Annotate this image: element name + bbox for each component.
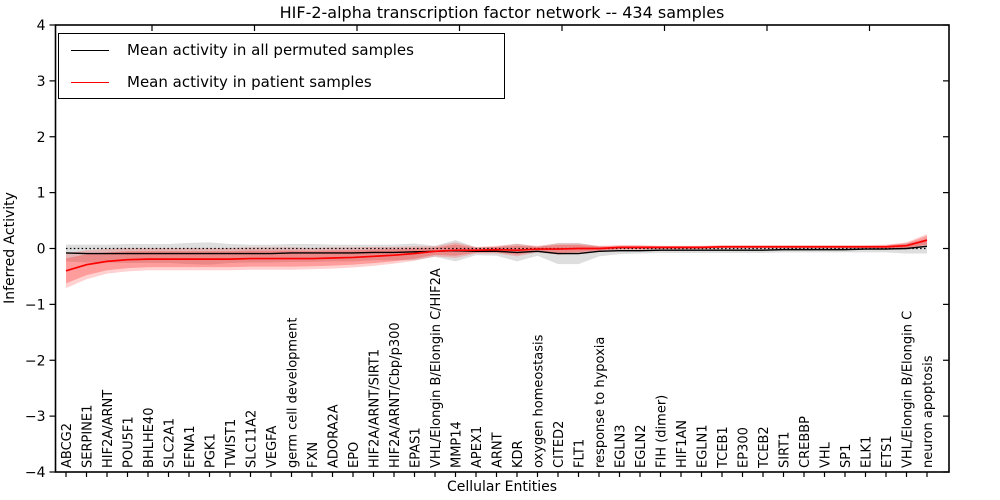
x-category-label: EFNA1 [183, 425, 198, 468]
y-tick-label: 2 [37, 130, 46, 146]
x-category-label: EPAS1 [409, 427, 424, 468]
y-tick-label: 0 [37, 242, 46, 258]
x-category-label: HIF2A/ARNT [101, 390, 116, 468]
legend: Mean activity in all permuted samples Me… [58, 33, 505, 99]
x-category-label: FIH (dimer) [655, 395, 670, 468]
x-category-label: ETS1 [880, 435, 895, 468]
x-category-label: neuron apoptosis [921, 355, 936, 468]
x-category-label: CITED2 [552, 421, 567, 468]
x-category-label: CREBBP [798, 416, 813, 468]
x-category-label: HIF1AN [675, 420, 690, 468]
x-category-label: response to hypoxia [593, 337, 608, 468]
x-category-label: VHL/Elongin B/Elongin C/HIF2A [429, 268, 444, 468]
legend-label-patient: Mean activity in patient samples [127, 73, 372, 91]
x-category-label: VHL [819, 441, 834, 468]
x-category-label: ELK1 [860, 436, 875, 468]
x-category-label: oxygen homeostasis [532, 334, 547, 468]
x-category-label: VEGFA [265, 426, 280, 468]
y-tick-label: 1 [37, 186, 46, 202]
y-axis-title: Inferred Activity [2, 192, 18, 304]
legend-line-black-icon [71, 49, 109, 51]
x-category-label: EGLN1 [696, 424, 711, 468]
y-tick-label: −2 [25, 353, 46, 369]
x-category-label: EGLN2 [634, 424, 649, 468]
x-category-label: KDR [511, 440, 526, 468]
x-category-label: FXN [306, 442, 321, 468]
x-category-label: germ cell development [286, 318, 301, 468]
x-category-label: ARNT [491, 432, 506, 468]
x-category-label: SP1 [839, 444, 854, 468]
y-tick-label: −3 [25, 409, 46, 425]
x-category-label: EP300 [737, 427, 752, 468]
x-category-label: TWIST1 [224, 419, 239, 469]
patient-mean-line [65, 239, 928, 272]
x-category-label: SLC2A1 [163, 418, 178, 468]
x-category-label: BHLHE40 [142, 408, 157, 468]
x-category-label: SLC11A2 [245, 410, 260, 468]
x-category-label: ABCG2 [60, 423, 75, 468]
x-axis-title: Cellular Entities [446, 479, 558, 495]
y-tick-label: 3 [37, 74, 46, 90]
x-category-label: MMP14 [450, 421, 465, 468]
y-tick-label: −1 [25, 297, 46, 313]
x-category-label: SIRT1 [778, 432, 793, 468]
x-category-label: TCEB2 [757, 426, 772, 469]
x-category-label: PGK1 [204, 433, 219, 468]
legend-line-red-icon [71, 81, 109, 83]
x-category-label: EPO [347, 442, 362, 468]
x-category-label: TCEB1 [716, 426, 731, 469]
y-tick-label: 4 [37, 18, 46, 34]
x-category-label: HIF2A/ARNT/Cbp/p300 [388, 322, 403, 468]
x-category-label: SERPINE1 [81, 405, 96, 468]
chart-title: HIF-2-alpha transcription factor network… [279, 3, 725, 22]
permuted-mean-line [65, 245, 928, 255]
x-category-label: FLT1 [573, 439, 588, 468]
legend-item-permuted: Mean activity in all permuted samples [59, 35, 504, 65]
y-tick-label: −4 [25, 465, 46, 481]
x-category-label: POU5F1 [122, 416, 137, 468]
x-category-label: VHL/Elongin B/Elongin C [901, 311, 916, 468]
legend-label-permuted: Mean activity in all permuted samples [127, 41, 414, 59]
x-category-label: ADORA2A [327, 404, 342, 468]
legend-item-patient: Mean activity in patient samples [59, 67, 504, 97]
x-category-label: EGLN3 [614, 424, 629, 468]
x-category-label: APEX1 [470, 426, 485, 468]
x-category-label: HIF2A/ARNT/SIRT1 [368, 349, 383, 468]
